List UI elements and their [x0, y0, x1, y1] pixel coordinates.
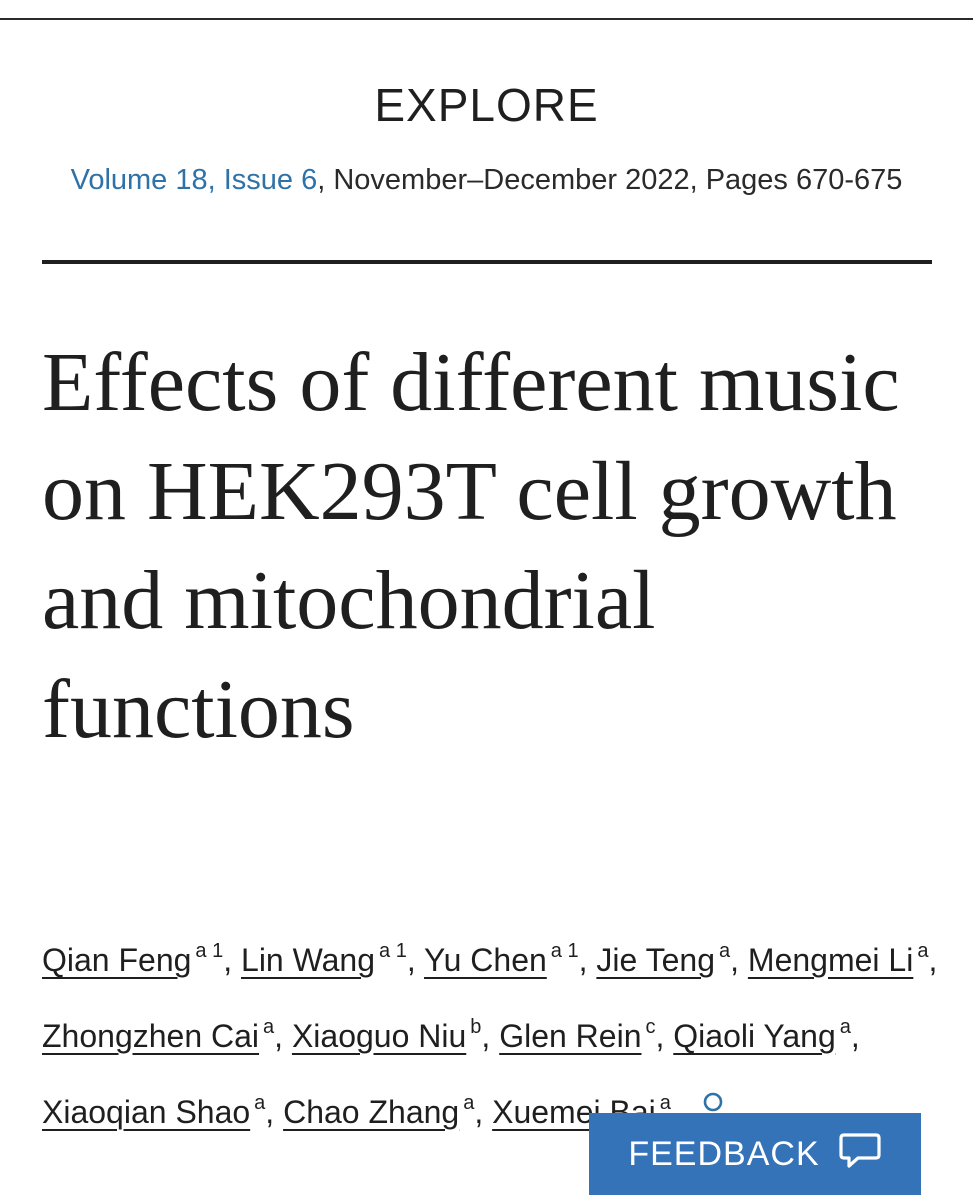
speech-bubble-icon [838, 1130, 882, 1179]
author-item[interactable]: Chao Zhang a [283, 1092, 475, 1130]
author-item[interactable]: Qian Feng a 1 [42, 940, 224, 978]
author-item[interactable]: Lin Wang a 1 [241, 940, 407, 978]
author-item[interactable]: Yu Chen a 1 [424, 940, 579, 978]
author-item[interactable]: Xuemei Bai a [492, 1092, 671, 1130]
article-title: Effects of different music on HEK293T ce… [42, 336, 900, 756]
author-item[interactable]: Jie Teng a [596, 940, 731, 978]
author-list: Qian Feng a 1, Lin Wang a 1, Yu Chen a 1, J… [42, 940, 938, 1130]
author-item[interactable]: Xiaoqian Shao a [42, 1092, 266, 1130]
author-item[interactable]: Xiaoguo Niu b [291, 1016, 482, 1054]
journal-title[interactable]: EXPLORE [374, 79, 599, 131]
author-item[interactable]: Mengmei Li a [747, 940, 929, 978]
author-item[interactable]: Qiaoli Yang a [673, 1016, 851, 1054]
issue-info: Volume 18, Issue 6, November–December 20… [60, 152, 913, 209]
feedback-button[interactable]: FEEDBACK [589, 1113, 921, 1195]
author-item[interactable]: Glen Rein c [499, 1016, 656, 1054]
author-item[interactable]: Zhongzhen Cai a [42, 1016, 275, 1054]
feedback-label: FEEDBACK [628, 1134, 820, 1173]
issue-date-pages: , November–December 2022, Pages 670-675 [317, 164, 903, 196]
top-divider [0, 18, 973, 20]
header-divider [42, 260, 932, 264]
volume-issue-link[interactable]: Volume 18, Issue 6 [70, 164, 318, 196]
